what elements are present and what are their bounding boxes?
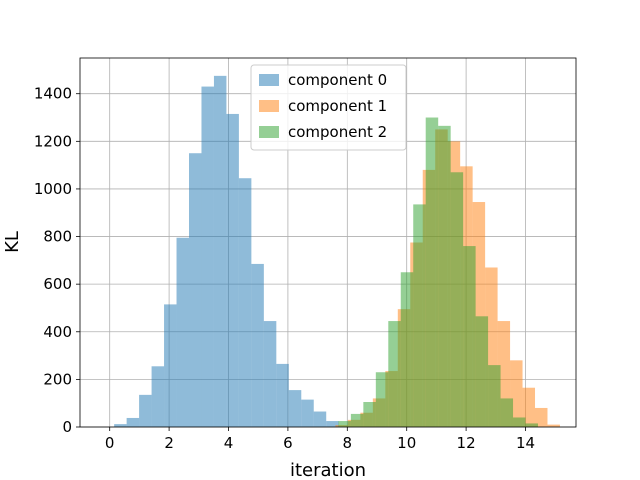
histogram-bar-series-0: [326, 421, 339, 427]
x-tick-label: 2: [164, 434, 174, 452]
x-tick-label: 14: [516, 434, 535, 452]
histogram-bar-series-2: [338, 421, 351, 427]
histogram-bar-series-0: [189, 153, 202, 427]
x-tick-label: 8: [343, 434, 353, 452]
histogram-bars: [114, 75, 560, 428]
plot-frame: [79, 57, 577, 428]
legend-label: component 1: [288, 97, 387, 115]
legend-label: component 2: [288, 123, 387, 141]
histogram-bar-series-2: [513, 417, 526, 427]
legend-box: [250, 64, 407, 151]
histogram-bar-series-2: [388, 321, 401, 427]
legend-swatch: [259, 74, 279, 86]
legend-swatch: [259, 126, 279, 138]
histogram-bar-series-0: [164, 304, 177, 427]
histogram-bar-series-2: [463, 246, 476, 427]
y-tick-label: 200: [43, 370, 72, 388]
histogram-bar-series-2: [350, 413, 364, 427]
y-tick-label: 1400: [34, 85, 72, 103]
histogram-bar-series-2: [375, 372, 389, 427]
histogram-bar-series-0: [151, 366, 165, 427]
legend-label: component 0: [288, 71, 387, 89]
histogram-bar-series-2: [475, 316, 489, 427]
histogram-bar-series-2: [500, 398, 514, 427]
histogram-bar-series-1: [547, 424, 560, 427]
legend: component 0 component 1 component 2: [250, 64, 407, 151]
histogram-bar-series-0: [251, 263, 264, 427]
y-tick-label: 800: [43, 228, 72, 246]
axis-ticks: 0 2 4 6 8 10 12 14 0 200 400 600 800 1000 1200 1400: [34, 85, 535, 452]
histogram-bar-series-1: [522, 387, 536, 427]
histogram-bar-series-1: [535, 407, 548, 427]
histogram-bar-series-2: [363, 402, 376, 427]
histogram-bar-series-0: [226, 113, 239, 427]
x-tick-label: 0: [105, 434, 115, 452]
x-tick-label: 12: [457, 434, 476, 452]
histogram-bar-series-2: [413, 204, 426, 427]
histogram-bar-series-0: [238, 178, 252, 427]
y-axis-label: KL: [2, 231, 23, 253]
legend-swatch: [259, 100, 279, 112]
histogram-bar-series-2: [488, 365, 501, 427]
x-tick-label: 6: [283, 434, 293, 452]
y-tick-label: 600: [43, 275, 72, 293]
histogram-bar-series-0: [126, 417, 140, 427]
histogram-bar-series-0: [313, 411, 327, 427]
histogram-bar-series-2: [400, 272, 414, 427]
y-tick-label: 400: [43, 323, 72, 341]
histogram-bar-series-2: [525, 423, 538, 427]
histogram-bar-series-0: [276, 363, 289, 427]
x-tick-label: 10: [397, 434, 416, 452]
x-tick-label: 4: [224, 434, 234, 452]
histogram-bar-series-1: [510, 360, 523, 427]
histogram-bar-series-0: [201, 86, 214, 427]
histogram-bar-series-0: [114, 424, 127, 427]
histogram-bar-series-0: [301, 399, 314, 427]
histogram-bar-series-0: [176, 237, 190, 427]
histogram-bar-series-0: [213, 75, 227, 428]
histogram-bar-series-2: [438, 125, 451, 427]
y-tick-label: 1200: [34, 132, 72, 150]
histogram-bar-series-0: [139, 394, 152, 427]
y-tick-label: 0: [62, 418, 72, 436]
histogram-bar-series-2: [450, 172, 464, 427]
histogram-bar-series-2: [425, 117, 439, 428]
x-axis-label: iteration: [290, 460, 366, 480]
histogram-bar-series-0: [288, 390, 302, 427]
y-tick-label: 1000: [34, 180, 72, 198]
histogram-bar-series-0: [263, 321, 277, 427]
